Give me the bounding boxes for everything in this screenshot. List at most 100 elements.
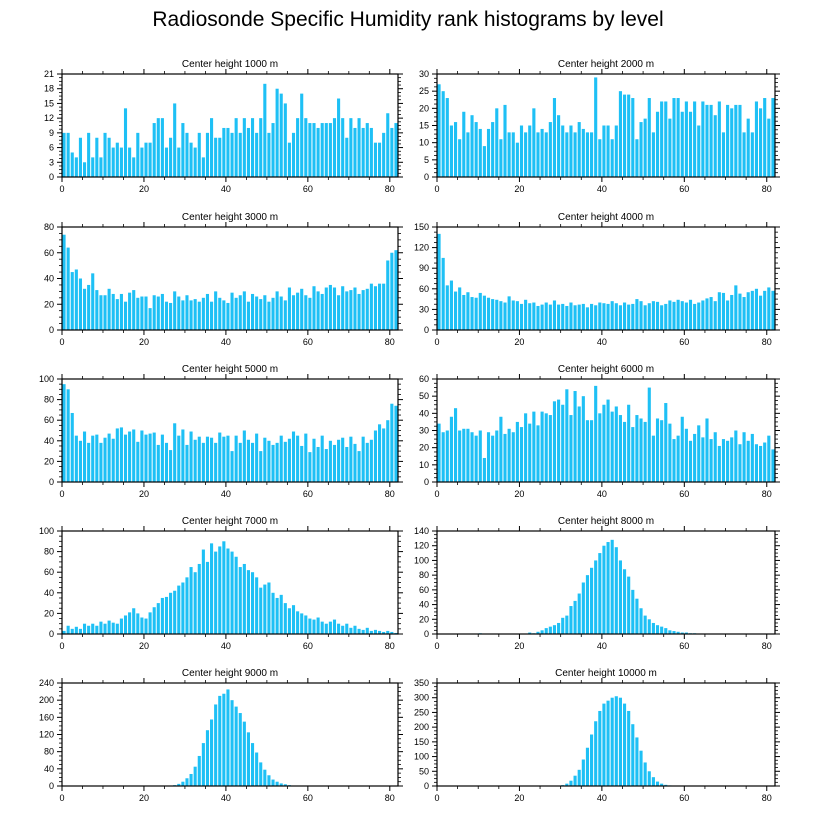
- panel-7-bar: [189, 567, 193, 634]
- panel-7-bar: [218, 546, 222, 634]
- panel-3-bar: [242, 291, 246, 331]
- panel-5-bar: [189, 431, 193, 482]
- panel-3-ytick-label: 0: [49, 325, 54, 335]
- panel-1-bar: [287, 142, 291, 177]
- panel-3-bar: [369, 283, 373, 330]
- panel-5-bar: [267, 440, 271, 482]
- panel-9-bar: [255, 752, 259, 786]
- panel-7-bar: [259, 587, 263, 634]
- panel-4-bar: [635, 299, 639, 330]
- panel-8-xtick-label: 20: [514, 641, 524, 651]
- panel-5-bar: [128, 431, 132, 482]
- panel-5-xtick-label: 60: [303, 489, 313, 499]
- panel-8-bar: [664, 628, 668, 634]
- panel-1-bar: [324, 123, 328, 177]
- panel-10-bar: [606, 700, 610, 786]
- panel-6-bar: [726, 440, 730, 482]
- panel-9-bar: [279, 783, 283, 786]
- panel-2-bar: [647, 98, 651, 177]
- panel-1-bar: [132, 157, 136, 177]
- panel-6-bar: [528, 423, 532, 482]
- panel-5-bar: [222, 436, 226, 482]
- panel-2-bar: [499, 139, 503, 177]
- panel-9-frame: [61, 682, 399, 787]
- panel-6-bar: [478, 430, 482, 482]
- panel-10-bar: [651, 777, 655, 786]
- panel-1-bar: [332, 118, 337, 177]
- panel-5-bar: [242, 430, 246, 482]
- panel-5-ytick-label: 0: [49, 477, 54, 487]
- panel-5-bar: [275, 442, 279, 482]
- panel-5-ytick-label: 20: [44, 456, 54, 466]
- panel-2-bar: [581, 128, 585, 177]
- panel-10-ytick-label: 300: [414, 693, 429, 703]
- panel-6-xtick-label: 80: [762, 489, 772, 499]
- panel-3-title: Center height 3000 m: [182, 212, 278, 223]
- panel-1-bar: [275, 88, 279, 177]
- panel-5-bar: [369, 439, 373, 482]
- panel-5-bar: [148, 433, 152, 482]
- panel-6-bar: [453, 408, 458, 482]
- panel-5-bar: [246, 439, 250, 482]
- panel-6-bar: [552, 401, 557, 482]
- panel-7-bar: [382, 631, 386, 634]
- panel-6-bar: [734, 430, 738, 482]
- panel-10-bar: [631, 724, 635, 786]
- panel-6-bar: [573, 391, 577, 482]
- panel-5-bar: [173, 423, 177, 482]
- panel-8-bar: [594, 560, 598, 634]
- panel-6-bar: [767, 435, 771, 482]
- panel-1-bar: [210, 118, 214, 177]
- panel-1-bar: [353, 127, 357, 177]
- panel-8-ytick-label: 40: [419, 600, 429, 610]
- panel-2-bar: [561, 125, 565, 177]
- panel-5-bar: [103, 437, 107, 482]
- panel-10-bar: [647, 771, 651, 786]
- panel-3-bar: [218, 297, 222, 330]
- panel-5-xtick-label: 20: [139, 489, 149, 499]
- panel-9-bar: [230, 700, 234, 786]
- panel-1-bar: [205, 132, 210, 177]
- panel-6-bar: [627, 404, 631, 482]
- panel-7-bar: [181, 582, 185, 634]
- panel-5-bar: [107, 433, 111, 482]
- panel-4-xtick-label: 20: [514, 337, 524, 347]
- panel-4-bar: [528, 303, 532, 330]
- panel-2-bar: [491, 122, 495, 177]
- panel-4-bar: [693, 303, 697, 330]
- panel-1-bar: [123, 108, 128, 177]
- panel-3-bar: [189, 300, 193, 330]
- panel-7-bar: [300, 613, 304, 634]
- panel-1-bar: [193, 147, 197, 177]
- panel-6-bar: [631, 427, 635, 482]
- panel-1-bar: [214, 137, 218, 177]
- panel-6-bar: [688, 440, 693, 482]
- panel-4-bar: [470, 297, 474, 330]
- panel-7-bar: [267, 582, 271, 634]
- panel-7-bar: [275, 597, 279, 634]
- panel-8-ytick-label: 0: [424, 629, 429, 639]
- panel-1-bar: [242, 118, 246, 177]
- panel-1-ytick-label: 12: [44, 113, 54, 123]
- panel-7-bar: [156, 603, 160, 634]
- panel-1-bar: [201, 157, 205, 177]
- panel-7-bar: [234, 556, 238, 634]
- panel-4-bar: [548, 304, 552, 330]
- panel-2-bar: [655, 111, 660, 177]
- panel-5-bar: [382, 428, 386, 482]
- panel-6-bar: [507, 428, 511, 482]
- panel-5-ytick-label: 40: [44, 436, 54, 446]
- panel-10-bar: [569, 780, 573, 786]
- panel-2-bar: [449, 125, 453, 177]
- panel-7-bar: [296, 611, 300, 634]
- panel-2-bar: [713, 115, 717, 177]
- panel-5-bar: [144, 434, 148, 482]
- panel-7-bar: [386, 630, 390, 634]
- panel-1-bar: [197, 132, 201, 177]
- panel-3-bar: [246, 301, 250, 330]
- panel-1-xtick-label: 20: [139, 184, 149, 194]
- panel-7-bar: [99, 621, 103, 634]
- panel-7-bar: [144, 618, 148, 634]
- panel-1-bar: [140, 147, 144, 177]
